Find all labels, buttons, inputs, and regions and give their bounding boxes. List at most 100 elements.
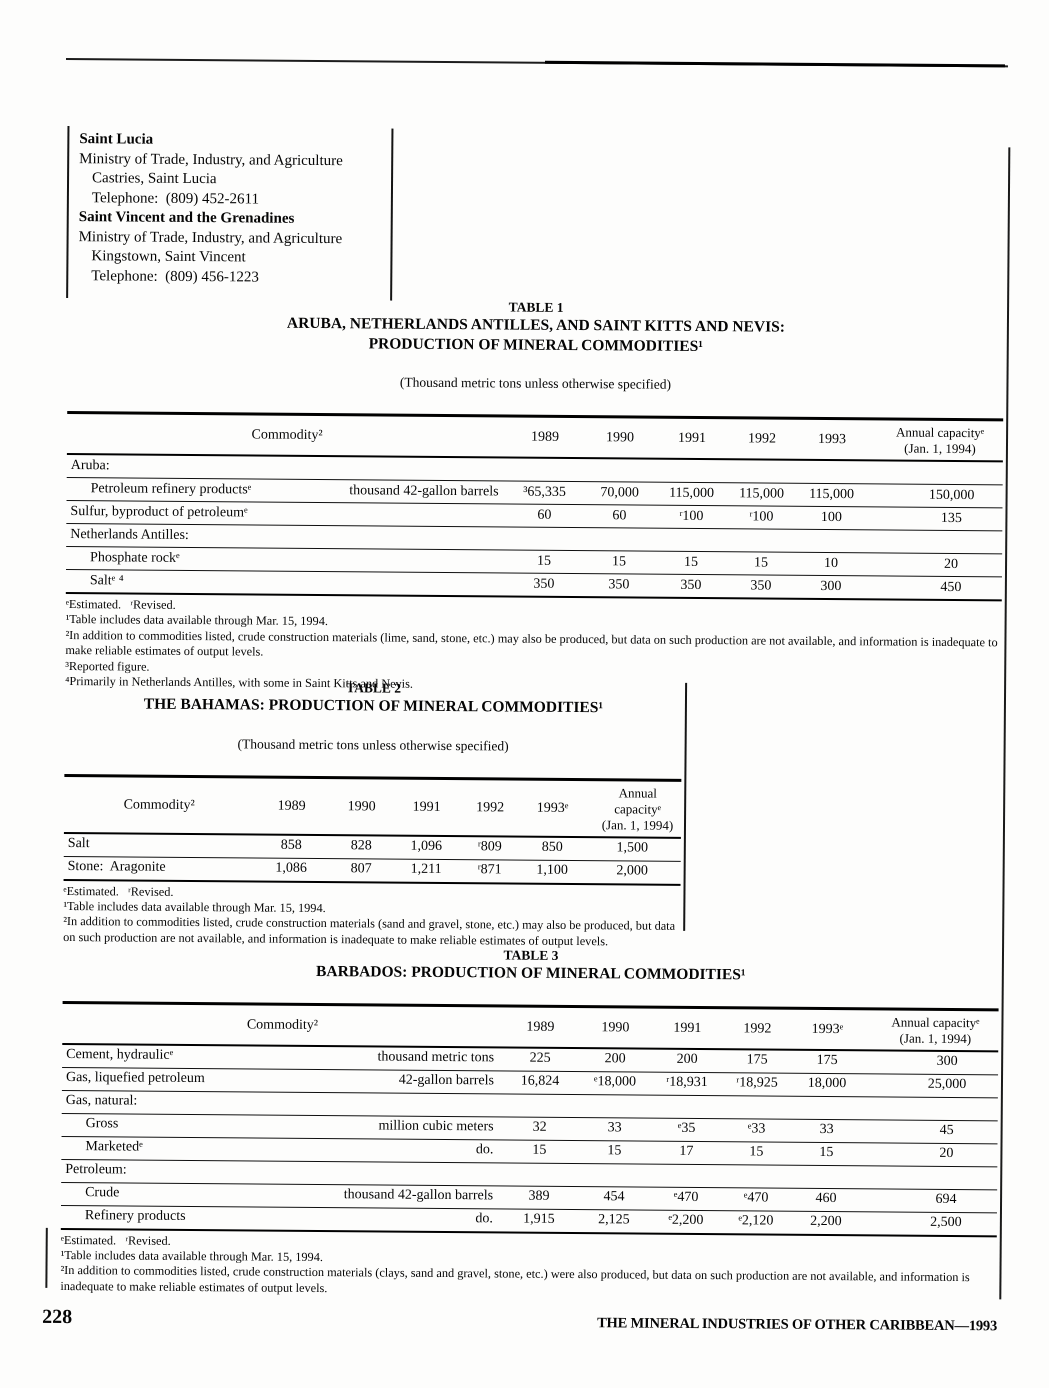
value-cell: 2,125 <box>598 1212 630 1228</box>
table3-section: TABLE 3 BARBADOS: PRODUCTION OF MINERAL … <box>60 944 999 1301</box>
capacity-cell: 45 <box>939 1122 954 1139</box>
value-cell: 15 <box>612 553 627 569</box>
value-cell: ʳ18,925 <box>736 1075 778 1091</box>
capacity-cell: 20 <box>944 556 959 572</box>
commodity-label: Sulfur, byproduct of petroleumᵉ <box>70 503 248 520</box>
commodity-label: Salt <box>67 836 90 852</box>
year-header: 1993ᵉ <box>811 1021 844 1037</box>
unit-label <box>498 576 506 592</box>
unit-label: 42-gallon barrels <box>398 1072 495 1089</box>
value-cell: 115,000 <box>669 485 715 501</box>
value-cell: ʳ871 <box>477 862 502 878</box>
year-header: 1989 <box>526 1019 555 1035</box>
value-cell: 350 <box>680 577 702 593</box>
capacity-cell: 25,000 <box>927 1076 967 1093</box>
table2-title: THE BAHAMAS: PRODUCTION OF MINERAL COMMO… <box>143 695 604 717</box>
contact-phone: Telephone: (809) 452-2611 <box>91 189 260 208</box>
value-cell: 200 <box>604 1051 626 1067</box>
value-cell: 350 <box>608 576 630 592</box>
year-header: 1990 <box>347 798 376 814</box>
value-cell: 33 <box>607 1120 622 1136</box>
table-header-row: Commodity² 1989 1990 1991 1992 1993 Annu… <box>66 411 1004 463</box>
value-cell: 60 <box>537 507 552 523</box>
year-header: 1990 <box>605 430 635 446</box>
year-header: 1992 <box>743 1020 772 1037</box>
value-cell: ᵉ35 <box>677 1120 696 1136</box>
top-rule-thick-segment <box>544 60 1005 68</box>
capacity-header-line1: Annual capacityᵉ <box>895 424 985 441</box>
value-cell: 225 <box>529 1050 551 1066</box>
value-cell: ʳ809 <box>477 839 502 855</box>
commodity-label: Phosphate rockᵉ <box>90 549 180 566</box>
capacity-cell: 1,500 <box>616 840 649 856</box>
capacity-header-line2: (Jan. 1, 1994) <box>904 440 976 457</box>
value-cell: 1,915 <box>523 1211 555 1227</box>
value-cell: 1,211 <box>410 861 442 877</box>
unit-label <box>498 507 506 523</box>
commodity-label: Gas, liquefied petroleum <box>65 1070 205 1087</box>
commodity-label: Petroleum refinery productsᵉ <box>90 480 252 497</box>
year-header: 1993ᵉ <box>536 800 569 816</box>
capacity-header: Annual capacityᵉ (Jan. 1, 1994) <box>862 1014 998 1047</box>
value-cell: ᵉ470 <box>673 1189 699 1206</box>
value-cell: 18,000 <box>807 1075 847 1092</box>
value-cell: ³65,335 <box>523 484 567 500</box>
value-cell: 115,000 <box>809 486 855 502</box>
table1-section: TABLE 1 ARUBA, NETHERLANDS ANTILLES, AND… <box>65 296 1004 697</box>
table1-title: ARUBA, NETHERLANDS ANTILLES, AND SAINT K… <box>68 312 1004 358</box>
year-header: 1993 <box>817 431 847 448</box>
year-header: 1992 <box>747 431 777 447</box>
value-cell: 60 <box>612 507 627 523</box>
table2-section: TABLE 2 THE BAHAMAS: PRODUCTION OF MINER… <box>63 678 682 950</box>
capacity-cell: 2,000 <box>616 863 648 879</box>
capacity-header: Annual capacityᵉ (Jan. 1, 1994) <box>584 785 681 834</box>
capacity-cell: 2,500 <box>930 1214 962 1231</box>
commodity-label: Gross <box>85 1116 119 1132</box>
value-cell: 300 <box>820 578 842 594</box>
value-cell: ᵉ2,120 <box>738 1213 774 1229</box>
contact-phone: Telephone: (809) 456-1223 <box>91 267 260 286</box>
year-header: 1990 <box>601 1019 630 1035</box>
contact-block: Saint Lucia Ministry of Trade, Industry,… <box>66 126 394 301</box>
value-cell: 350 <box>533 576 555 592</box>
commodity-label: Refinery products <box>84 1208 186 1224</box>
commodity-header: Commodity² <box>251 427 323 444</box>
value-cell: ᵉ33 <box>747 1121 766 1137</box>
contact-country: Saint Lucia <box>79 131 154 148</box>
value-cell: ʳ100 <box>749 508 774 525</box>
year-header: 1991 <box>412 799 441 815</box>
commodity-header: Commodity² <box>123 796 195 813</box>
table-header-row: Commodity² 1989 1990 1991 1992 1993ᵉ Ann… <box>63 773 682 839</box>
commodity-label: Stone: Aragonite <box>67 859 166 875</box>
table2-footnotes: ᵉEstimated. ʳRevised. ¹Table includes da… <box>63 884 680 950</box>
capacity-cell: 150,000 <box>928 487 975 503</box>
value-cell: ʳ100 <box>679 508 704 524</box>
contact-address: Kingstown, Saint Vincent <box>91 248 246 266</box>
commodity-label: Marketedᵉ <box>85 1139 143 1155</box>
table2-subtitle: (Thousand metric tons unless otherwise s… <box>237 735 509 753</box>
capacity-cell: 694 <box>935 1191 957 1208</box>
unit-label: thousand 42-gallon barrels <box>343 1187 494 1204</box>
value-cell: 807 <box>350 861 372 877</box>
value-cell: 15 <box>532 1142 547 1158</box>
group-label: Gas, natural: <box>65 1093 138 1109</box>
value-cell: 2,200 <box>810 1213 842 1230</box>
value-cell: 175 <box>816 1052 838 1069</box>
value-cell: 454 <box>603 1189 625 1205</box>
group-label: Petroleum: <box>65 1162 127 1178</box>
value-cell: 70,000 <box>600 484 639 501</box>
unit-label: do. <box>475 1142 494 1158</box>
table-row: Stone: Aragonite 1,086 807 1,211 ʳ871 1,… <box>63 856 681 886</box>
unit-label <box>498 553 506 569</box>
unit-label: thousand metric tons <box>377 1049 495 1066</box>
capacity-header-line1: Annual capacityᵉ <box>614 784 662 817</box>
value-cell: 10 <box>824 555 839 571</box>
year-header: 1989 <box>277 798 306 814</box>
commodity-label: Saltᵉ ⁴ <box>89 572 124 588</box>
value-cell: 100 <box>820 509 842 525</box>
value-cell: 15 <box>754 554 769 571</box>
value-cell: 15 <box>537 553 552 569</box>
value-cell: 858 <box>280 837 302 853</box>
capacity-header-line1: Annual capacityᵉ <box>891 1014 980 1030</box>
